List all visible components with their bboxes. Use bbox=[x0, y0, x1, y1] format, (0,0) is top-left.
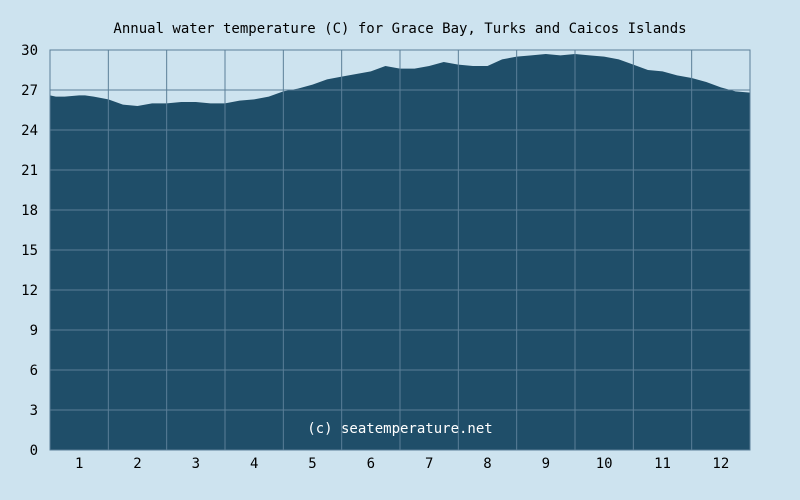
y-axis-ticks: 0 3 6 9 12 15 18 21 24 27 30 bbox=[21, 43, 38, 459]
x-tick-label: 2 bbox=[133, 456, 141, 472]
x-tick-label: 7 bbox=[425, 456, 433, 472]
plot-border bbox=[49, 49, 751, 451]
x-tick-label: 1 bbox=[75, 456, 83, 472]
x-tick-label: 4 bbox=[250, 456, 258, 472]
y-tick-label: 30 bbox=[21, 43, 38, 59]
x-axis-ticks: 1 2 3 4 5 6 7 8 9 10 11 12 bbox=[75, 456, 729, 472]
y-tick-label: 6 bbox=[30, 363, 38, 379]
chart-title: Annual water temperature (C) for Grace B… bbox=[113, 21, 686, 37]
x-tick-label: 5 bbox=[308, 456, 316, 472]
y-tick-label: 3 bbox=[30, 403, 38, 419]
x-tick-label: 6 bbox=[367, 456, 375, 472]
y-tick-label: 15 bbox=[21, 243, 38, 259]
grid-lines bbox=[50, 50, 750, 450]
x-tick-label: 10 bbox=[596, 456, 613, 472]
x-tick-label: 12 bbox=[712, 456, 729, 472]
y-tick-label: 0 bbox=[30, 443, 38, 459]
x-tick-label: 8 bbox=[483, 456, 491, 472]
y-tick-label: 27 bbox=[21, 83, 38, 99]
y-tick-label: 9 bbox=[30, 323, 38, 339]
watermark: (c) seatemperature.net bbox=[307, 421, 492, 437]
x-tick-label: 9 bbox=[542, 456, 550, 472]
y-tick-label: 21 bbox=[21, 163, 38, 179]
y-tick-label: 18 bbox=[21, 203, 38, 219]
y-tick-label: 24 bbox=[21, 123, 38, 139]
y-tick-label: 12 bbox=[21, 283, 38, 299]
plot-area bbox=[49, 49, 751, 451]
x-tick-label: 11 bbox=[654, 456, 671, 472]
x-tick-label: 3 bbox=[192, 456, 200, 472]
